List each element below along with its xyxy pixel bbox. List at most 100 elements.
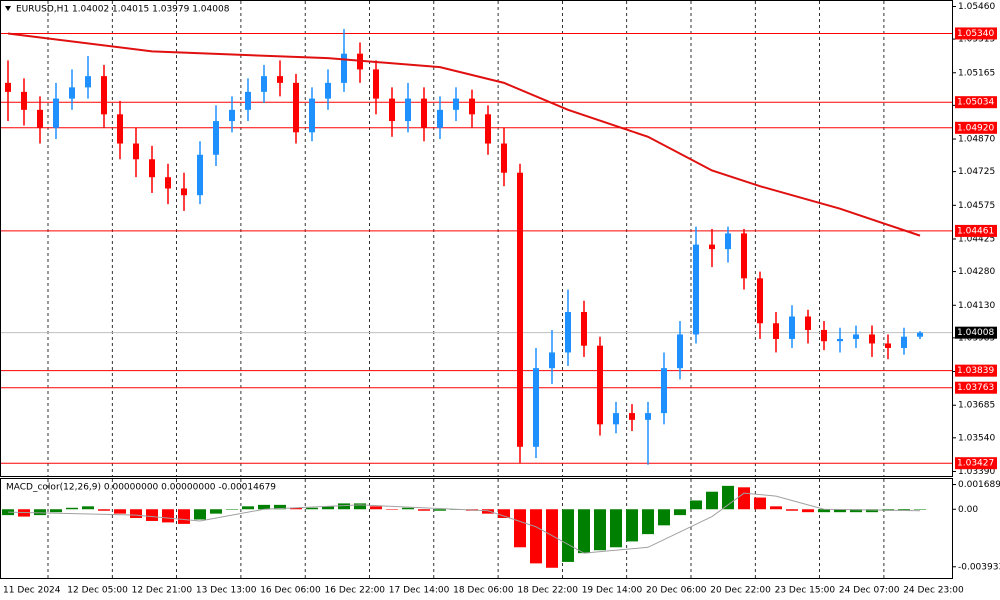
macd-bar	[114, 509, 126, 514]
candle-body	[725, 233, 731, 250]
candle-body	[917, 332, 923, 337]
candle-body	[597, 345, 603, 425]
macd-bar	[226, 509, 238, 510]
candle-body	[373, 69, 379, 99]
candle-body	[885, 343, 891, 348]
y-tick-label: 1.03390	[958, 467, 995, 477]
macd-bar	[738, 487, 750, 510]
candle-body	[517, 172, 523, 447]
y-tick-label: 0.0016896	[958, 480, 1000, 490]
candle-body	[485, 114, 491, 144]
level-label: 1.04461	[957, 226, 994, 236]
candle-body	[837, 338, 843, 342]
candle-body	[853, 334, 859, 339]
candle-body	[341, 53, 347, 83]
candle-body	[757, 278, 763, 324]
macd-bar	[434, 509, 446, 511]
macd-bar	[242, 506, 254, 510]
macd-bar	[658, 509, 670, 526]
candle-body	[789, 316, 795, 339]
candle-body	[213, 121, 219, 155]
level-tag	[955, 27, 997, 40]
candle-body	[821, 329, 827, 342]
y-tick-label: 1.05165	[958, 68, 995, 78]
macd-bar	[818, 509, 830, 513]
macd-bar	[594, 509, 606, 551]
candle-body	[693, 244, 699, 335]
candle-body	[405, 98, 411, 122]
candle-body	[309, 98, 315, 133]
macd-bar	[514, 509, 526, 548]
x-tick-label: 16 Dec 22:00	[325, 586, 386, 596]
candle-body	[421, 98, 427, 128]
level-label: 1.03763	[957, 383, 994, 393]
macd-bar	[290, 507, 302, 510]
candle-body	[453, 98, 459, 110]
y-tick-label: 1.03685	[958, 401, 995, 411]
y-tick-label: 1.04280	[958, 267, 995, 277]
macd-bar	[338, 503, 350, 510]
level-label: 1.05034	[957, 98, 994, 108]
macd-bar	[418, 509, 430, 511]
macd-bar	[642, 509, 654, 535]
menu-arrow[interactable]	[5, 6, 11, 11]
macd-bar	[274, 504, 286, 510]
x-tick-label: 12 Dec 21:00	[132, 586, 193, 596]
candle-body	[645, 413, 651, 420]
macd-bar	[674, 509, 686, 516]
y-tick-label: 1.04870	[958, 135, 995, 145]
macd-bar	[770, 506, 782, 510]
level-tag	[955, 224, 997, 237]
candle-body	[261, 76, 267, 92]
candle-body	[245, 91, 251, 110]
candle-body	[133, 143, 139, 160]
x-tick-label: 17 Dec 14:00	[389, 586, 450, 596]
macd-panel	[0, 478, 953, 579]
macd-bar	[98, 509, 110, 511]
candle-body	[533, 368, 539, 447]
candle-body	[565, 312, 571, 353]
y-tick-label: 1.03540	[958, 433, 995, 443]
macd-bar	[306, 507, 318, 510]
candle-body	[37, 109, 43, 128]
y-tick-label: 1.05460	[958, 2, 995, 12]
macd-bar	[786, 509, 798, 511]
x-tick-label: 24 Dec 23:00	[903, 586, 964, 596]
macd-bar	[354, 503, 366, 510]
x-tick-label: 13 Dec 13:00	[196, 586, 257, 596]
macd-bar	[210, 509, 222, 514]
macd-bar	[34, 509, 46, 516]
x-tick-label: 24 Dec 07:00	[839, 586, 900, 596]
macd-bar	[914, 509, 926, 510]
macd-bar	[482, 509, 494, 514]
candle-body	[389, 98, 395, 122]
candle-body	[677, 334, 683, 369]
macd-bar	[194, 509, 206, 520]
candle-body	[325, 82, 331, 99]
macd-bar	[562, 509, 574, 562]
macd-bar	[690, 500, 702, 510]
candle-body	[21, 91, 27, 110]
candle-body	[69, 87, 75, 99]
last-price-tag	[955, 326, 997, 339]
candle-body	[101, 76, 107, 115]
candle-body	[5, 82, 11, 92]
candle-body	[149, 159, 155, 178]
macd-bar	[178, 509, 190, 524]
x-tick-label: 20 Dec 06:00	[646, 586, 707, 596]
x-tick-label: 20 Dec 22:00	[710, 586, 771, 596]
macd-bar	[162, 509, 174, 523]
macd-bar	[370, 506, 382, 510]
chart-title: EURUSD,H1 1.04002 1.04015 1.03979 1.0400…	[16, 5, 230, 15]
level-tag	[955, 121, 997, 134]
candle-body	[629, 413, 635, 420]
candle-body	[437, 109, 443, 128]
macd-bar	[402, 507, 414, 510]
x-tick-label: 18 Dec 22:00	[517, 586, 578, 596]
x-tick-label: 16 Dec 06:00	[260, 586, 321, 596]
macd-bar	[66, 507, 78, 510]
level-label: 1.04920	[957, 123, 994, 133]
macd-bar	[82, 506, 94, 510]
candle-body	[229, 109, 235, 122]
